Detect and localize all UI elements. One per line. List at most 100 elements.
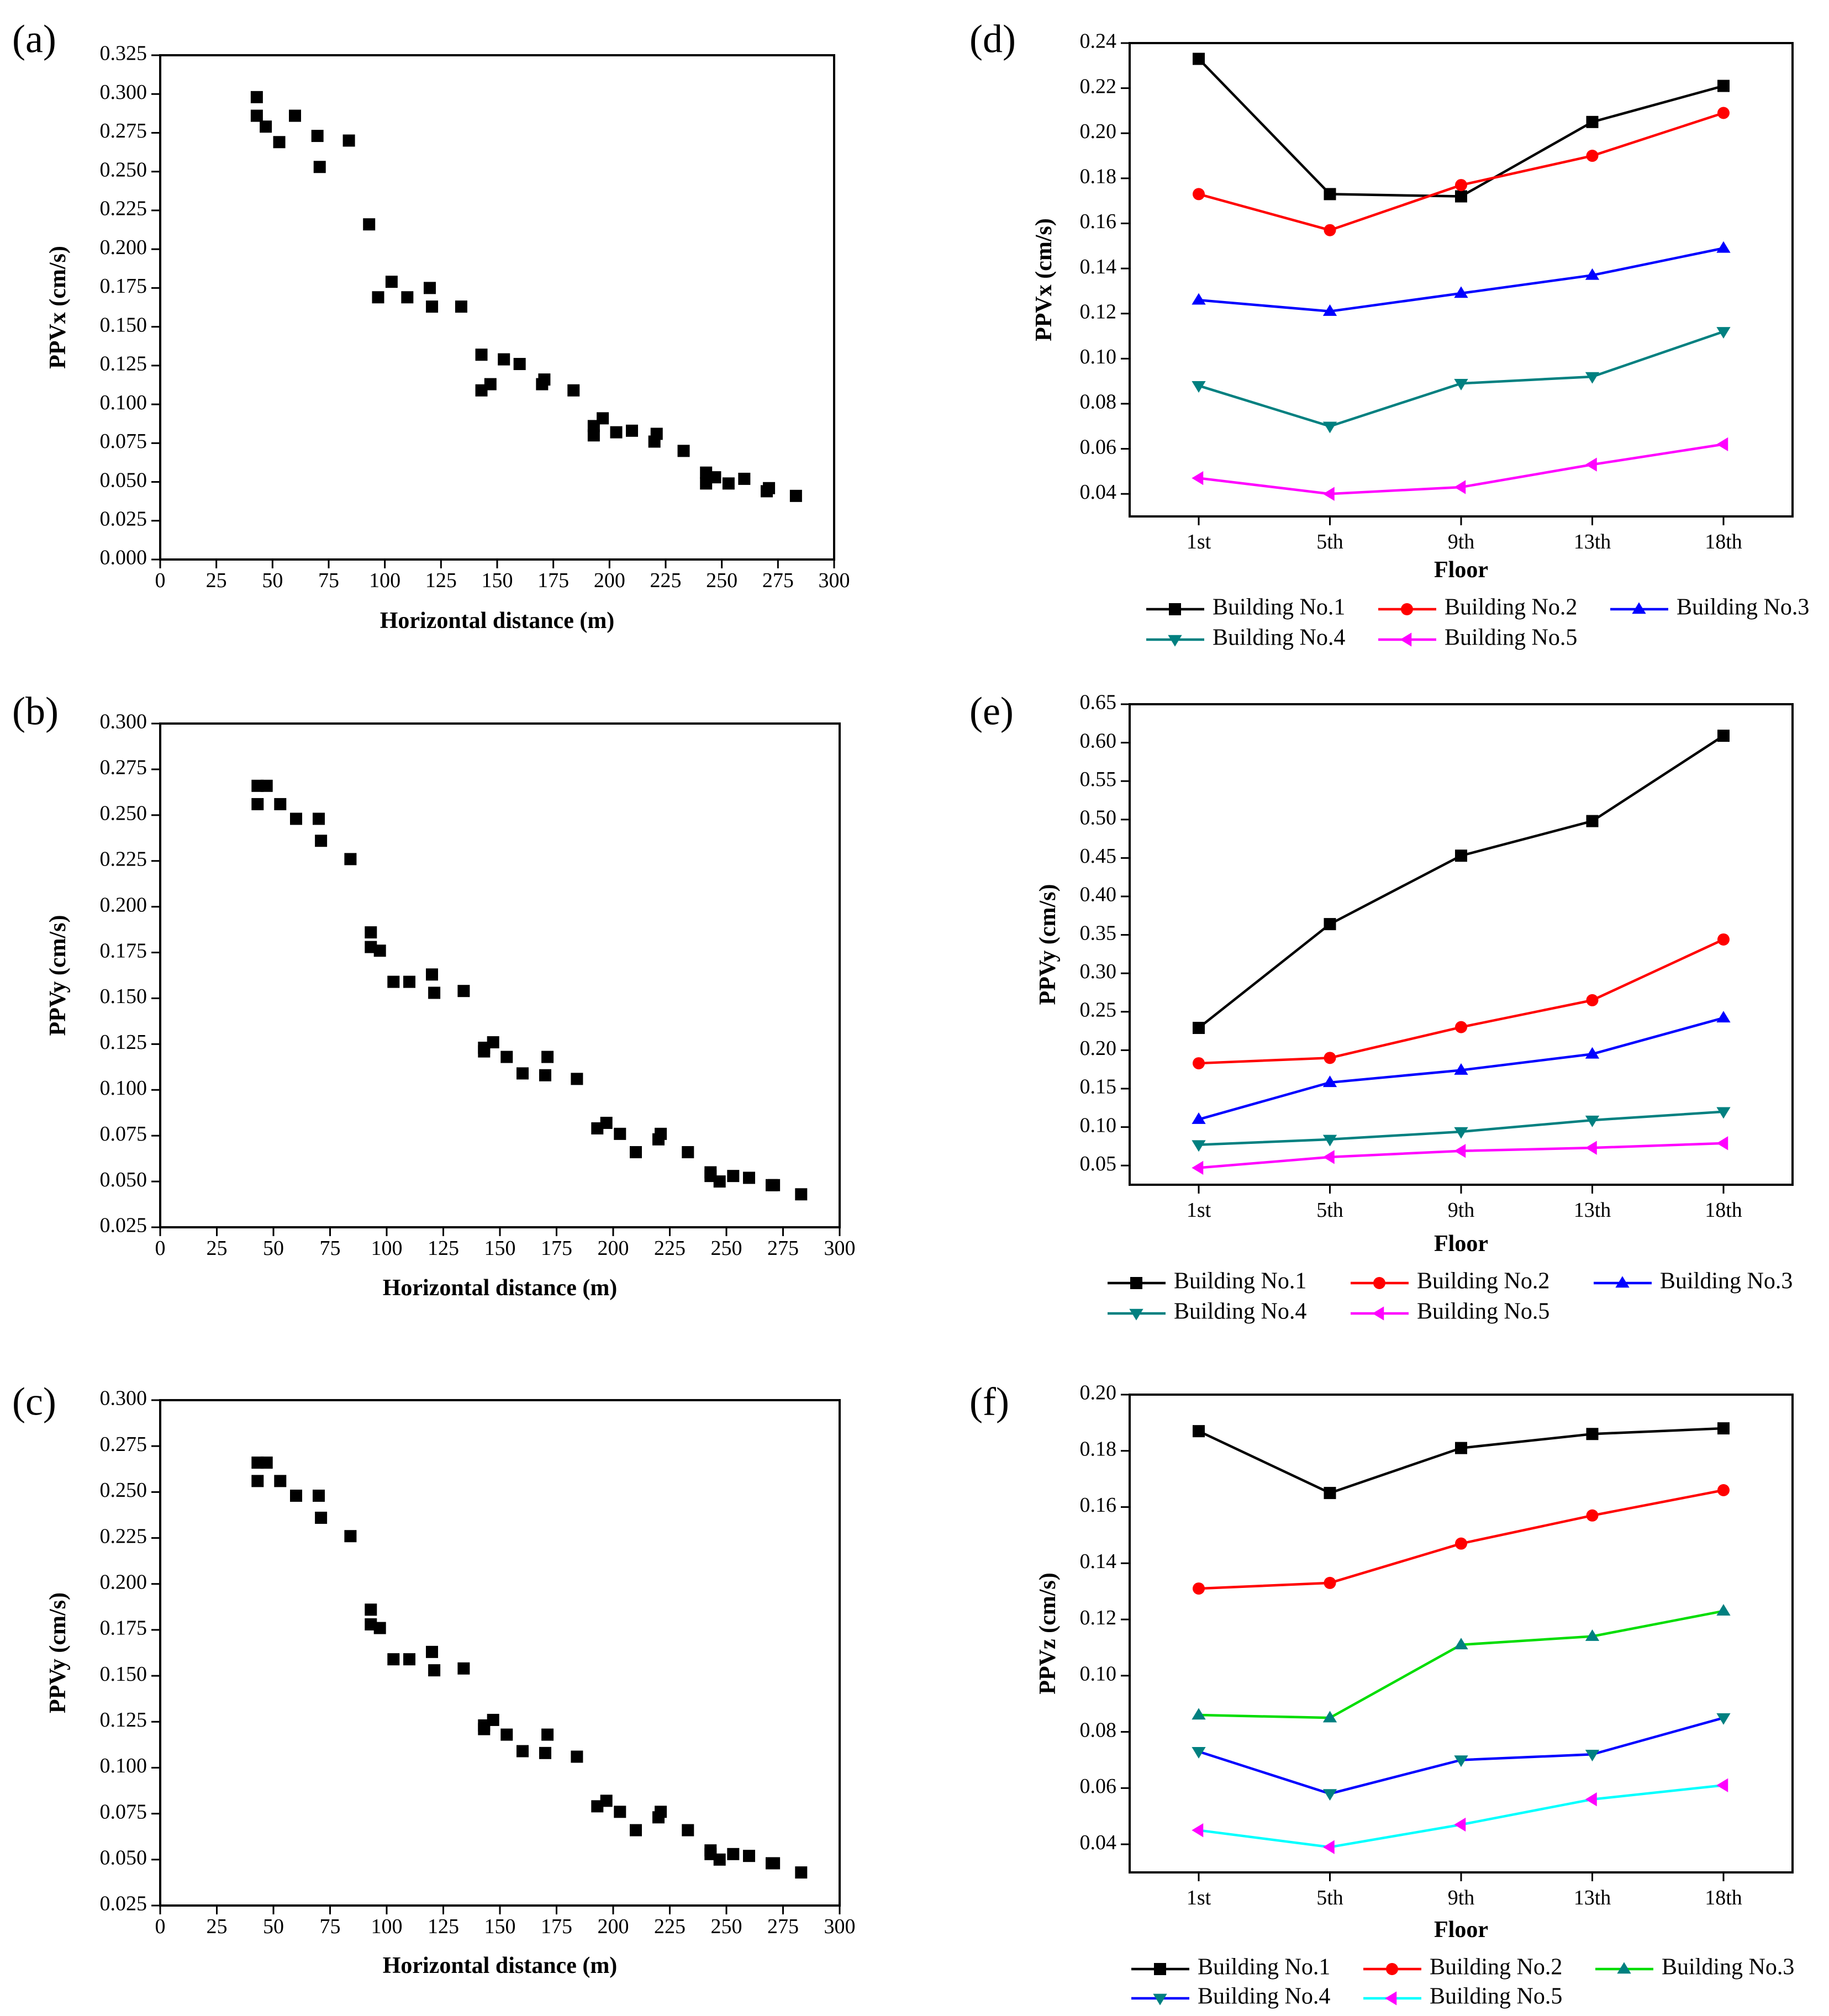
series-marker [1716,1713,1731,1725]
y-tick-label: 0.24 [1080,30,1117,53]
data-point [455,300,467,313]
x-axis-title: Floor [1434,1231,1488,1257]
series-line [1198,938,1724,1065]
x-tick-label: 150 [484,1915,516,1938]
y-tick-label: 0.16 [1080,1493,1117,1517]
data-point [401,291,414,304]
x-tick-label: 175 [537,569,569,592]
data-point [426,968,438,981]
legend-swatch-marker [1154,1963,1166,1975]
y-tick-label: 0.08 [1080,1718,1117,1741]
x-tick-label: 275 [767,1915,799,1938]
y-tick-label: 0.225 [100,847,147,870]
y-tick-label: 0.050 [100,468,147,492]
legend-label: Building No.5 [1430,1984,1562,2009]
data-point [682,1146,694,1159]
series-marker [1455,1537,1467,1550]
series-marker [1324,1052,1336,1064]
x-tick-label: 300 [824,1915,856,1938]
series-marker [1193,1582,1205,1595]
series-marker [1192,471,1204,485]
y-tick-label: 0.275 [100,1433,147,1456]
series-marker [1322,421,1337,434]
x-tick-label: 225 [654,1237,686,1260]
series-marker [1716,1107,1731,1119]
series-marker [1585,1047,1600,1059]
y-tick-label: 0.175 [100,1617,147,1640]
data-point [363,218,376,231]
y-tick-label: 0.150 [100,1663,147,1686]
series-marker [1585,1141,1597,1155]
y-tick-label: 0.025 [100,507,147,530]
data-point [365,1603,377,1616]
x-tick-label: 250 [711,1915,742,1938]
y-tick-label: 0.200 [100,236,147,259]
y-tick-label: 0.225 [100,197,147,220]
legend-label: Building No.4 [1213,625,1345,651]
data-point [516,1745,529,1758]
y-tick-label: 0.300 [100,1387,147,1410]
series-marker [1322,487,1335,501]
series-marker [1586,994,1599,1006]
series-line [1198,247,1724,313]
y-tick-label: 0.175 [100,275,147,298]
data-point [655,1806,667,1818]
series-marker [1454,286,1468,298]
x-tick-label: 9th [1448,1199,1475,1222]
series-marker [1717,1422,1730,1435]
x-axis-title: Horizontal distance (m) [383,1953,618,1978]
data-point [630,1146,642,1159]
series-marker [1586,815,1599,827]
x-tick-label: 250 [706,569,737,592]
y-tick-label: 0.20 [1080,1037,1117,1060]
x-tick-label: 100 [371,1237,403,1260]
panel-label: (d) [969,17,1016,61]
series-marker [1454,1144,1466,1158]
data-point [342,134,355,147]
data-point [600,1795,613,1807]
series-marker [1455,849,1467,862]
y-tick-label: 0.40 [1080,883,1117,906]
series-marker [1322,1840,1335,1854]
legend-label: Building No.1 [1198,1955,1330,1980]
series-marker [1585,1792,1597,1807]
x-tick-label: 0 [155,569,166,592]
y-axis-title: PPVy (cm/s) [45,1592,71,1713]
series-marker [1322,1789,1337,1801]
chart-panel-b: (b) 0.025 0.050 0.075 0.100 0.125 0.150 0.175 0.… [12,689,856,1301]
data-point [541,1728,554,1741]
data-point [650,428,663,440]
x-tick-label: 250 [711,1237,742,1260]
data-point [655,1127,667,1140]
x-tick-label: 100 [371,1915,403,1938]
data-point [500,1051,513,1063]
data-point [727,1170,740,1183]
panel-label: (b) [12,689,59,733]
x-tick-label: 150 [484,1237,516,1260]
chart-panel-c: (c) 0.025 0.050 0.075 0.100 0.125 0.150 0.175 0.… [12,1380,856,1978]
series-marker [1454,1638,1468,1650]
x-tick-label: 13th [1574,1199,1611,1222]
data-point [513,358,526,371]
data-point [795,1866,808,1879]
x-tick-label: 175 [541,1237,572,1260]
series-marker [1716,1136,1728,1151]
data-point [743,1850,755,1862]
series-marker [1717,933,1730,946]
y-tick-label: 0.050 [100,1168,147,1191]
data-point [500,1728,513,1741]
series-marker [1324,224,1336,236]
y-tick-label: 0.16 [1080,210,1117,233]
x-axis-title: Horizontal distance (m) [380,608,615,634]
y-tick-label: 0.125 [100,1708,147,1732]
y-tick-label: 0.150 [100,313,147,336]
data-point [457,1662,470,1675]
data-point [610,426,623,439]
y-tick-label: 0.150 [100,985,147,1008]
legend-label: Building No.2 [1445,595,1577,620]
series-marker [1193,1425,1205,1438]
x-tick-label: 9th [1448,1886,1475,1909]
legend-label: Building No.3 [1660,1269,1793,1294]
data-point [315,1511,328,1524]
